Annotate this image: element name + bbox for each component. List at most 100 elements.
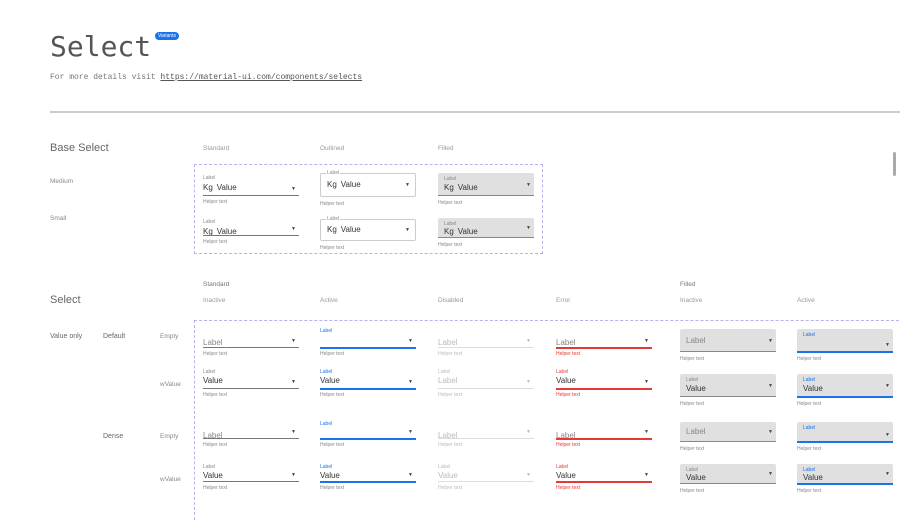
field-value-text: Value: [803, 384, 823, 393]
filled-box: [680, 374, 776, 397]
dropdown-arrow-icon[interactable]: ▼: [768, 429, 773, 435]
field-label: Label: [686, 467, 699, 473]
field-label: Label: [203, 219, 216, 225]
field-label: Label: [320, 464, 333, 470]
field-underline: [320, 388, 416, 390]
field-label: Label: [444, 176, 457, 182]
dropdown-arrow-icon[interactable]: ▼: [768, 382, 773, 389]
dropdown-arrow-icon[interactable]: ▼: [885, 432, 890, 438]
filled-box: [438, 173, 534, 196]
field-underline: [556, 388, 652, 390]
field-value: Label: [438, 376, 458, 386]
helper-text: Helper text: [797, 356, 822, 362]
field-underline: [556, 481, 652, 483]
prefix: Kg: [444, 227, 454, 236]
dropdown-arrow-icon[interactable]: ▼: [526, 429, 531, 435]
dropdown-arrow-icon[interactable]: ▼: [408, 338, 413, 344]
dropdown-arrow-icon[interactable]: ▼: [526, 225, 531, 231]
field-underline: [797, 396, 893, 398]
helper-text: Helper text: [203, 239, 228, 245]
dropdown-arrow-icon[interactable]: ▼: [405, 227, 410, 233]
dropdown-arrow-icon[interactable]: ▼: [291, 472, 296, 478]
field-placeholder-label: Label: [203, 338, 223, 347]
field-value-text: Value: [438, 471, 458, 480]
field-value-text: Value: [556, 376, 576, 385]
field-value: Label: [556, 431, 576, 441]
divider: [50, 111, 900, 113]
dropdown-arrow-icon[interactable]: ▼: [885, 342, 890, 348]
row-kind-empty: Empty: [160, 333, 179, 340]
field-underline: [680, 441, 776, 442]
dropdown-arrow-icon[interactable]: ▼: [291, 379, 296, 385]
field-label: Label: [320, 421, 333, 427]
helper-text: Helper text: [320, 201, 345, 207]
field-placeholder-label: Label: [556, 338, 576, 347]
dropdown-arrow-icon[interactable]: ▼: [291, 186, 296, 192]
docs-link[interactable]: https://material-ui.com/components/selec…: [160, 73, 363, 82]
field-value-text: Value: [320, 471, 340, 480]
filled-box: [438, 218, 534, 238]
field-label: Label: [803, 377, 816, 383]
field-label: Label: [320, 328, 333, 334]
field-underline: [203, 481, 299, 482]
filled-box: [797, 422, 893, 442]
field-value: Kg Value: [444, 227, 478, 237]
dropdown-arrow-icon[interactable]: ▼: [408, 472, 413, 478]
outlined-box: [320, 219, 416, 241]
subtitle-text: For more details visit: [50, 73, 161, 82]
field-label: Label: [556, 464, 569, 470]
helper-text: Helper text: [438, 485, 463, 491]
field-value-text: Value: [340, 225, 361, 234]
field-underline: [438, 237, 534, 238]
filled-box: [680, 329, 776, 352]
base-col-standard: Standard: [203, 145, 230, 152]
base-col-outlined: Outlined: [320, 145, 345, 152]
dropdown-arrow-icon[interactable]: ▼: [291, 226, 296, 232]
field-value: Value: [556, 376, 576, 386]
filled-box: [797, 464, 893, 484]
scrollbar-thumb[interactable]: [893, 152, 896, 176]
dropdown-arrow-icon[interactable]: ▼: [526, 181, 531, 188]
dropdown-arrow-icon[interactable]: ▼: [885, 382, 890, 389]
field-value: Label: [203, 338, 223, 348]
col-header-standard-inactive: Inactive: [203, 297, 226, 304]
field-value-text: Label: [438, 376, 458, 385]
field-underline: [680, 351, 776, 352]
dropdown-arrow-icon[interactable]: ▼: [644, 379, 649, 385]
helper-text: Helper text: [556, 485, 581, 491]
field-underline: [438, 438, 534, 439]
filled-box: [797, 329, 893, 352]
dropdown-arrow-icon[interactable]: ▼: [408, 379, 413, 385]
col-header-filled-inactive: Inactive: [680, 297, 703, 304]
field-label: Label: [686, 377, 699, 383]
field-placeholder-label: Label: [686, 335, 706, 345]
dropdown-arrow-icon[interactable]: ▼: [526, 472, 531, 478]
dropdown-arrow-icon[interactable]: ▼: [408, 429, 413, 435]
dropdown-arrow-icon[interactable]: ▼: [526, 379, 531, 385]
dropdown-arrow-icon[interactable]: ▼: [526, 338, 531, 344]
field-value: Label: [438, 338, 458, 348]
dropdown-arrow-icon[interactable]: ▼: [644, 472, 649, 478]
field-value: Value: [438, 471, 458, 481]
dropdown-arrow-icon[interactable]: ▼: [291, 338, 296, 344]
helper-text: Helper text: [797, 446, 822, 452]
dropdown-arrow-icon[interactable]: ▼: [768, 471, 773, 477]
dropdown-arrow-icon[interactable]: ▼: [644, 429, 649, 435]
field-label: Label: [203, 369, 216, 375]
prefix: Kg: [327, 225, 337, 234]
row-size-default: Default: [103, 333, 126, 340]
dropdown-arrow-icon[interactable]: ▼: [644, 338, 649, 344]
dropdown-arrow-icon[interactable]: ▼: [885, 471, 890, 477]
prefix: Kg: [203, 227, 213, 236]
page-subtitle: For more details visit https://material-…: [50, 73, 362, 82]
group-standard: Standard: [203, 281, 230, 288]
base-select-heading: Base Select: [50, 142, 109, 154]
dropdown-arrow-icon[interactable]: ▼: [768, 337, 773, 344]
field-value: Kg Value: [444, 183, 478, 193]
field-value-text: Value: [203, 471, 223, 480]
col-header-standard-error: Error: [556, 297, 571, 304]
filled-box: [680, 464, 776, 484]
dropdown-arrow-icon[interactable]: ▼: [405, 182, 410, 188]
dropdown-arrow-icon[interactable]: ▼: [291, 429, 296, 435]
field-value: Value: [803, 384, 823, 394]
